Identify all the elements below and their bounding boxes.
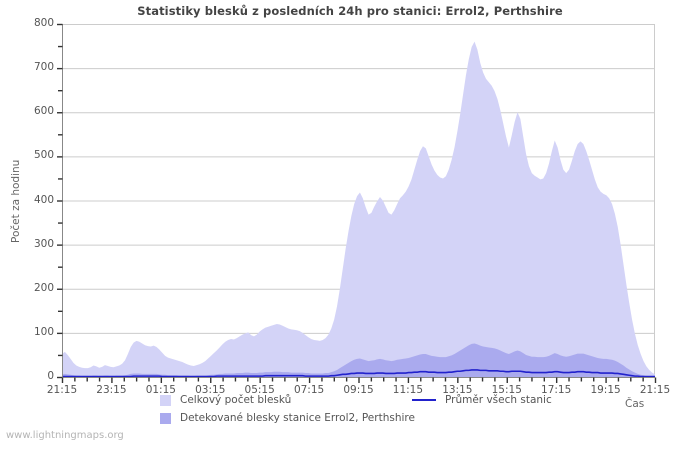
legend-swatch-total xyxy=(160,394,171,406)
x-tick-label: 09:15 xyxy=(343,384,374,396)
x-tick-label: 19:15 xyxy=(590,384,621,396)
x-tick-label: 01:15 xyxy=(145,384,176,396)
x-tick-label: 15:15 xyxy=(491,384,522,396)
legend-label-station: Detekované blesky stanice Errol2, Perths… xyxy=(180,412,415,424)
line-average-all-stations xyxy=(62,369,655,378)
legend-item-average[interactable]: Průměr všech stanic xyxy=(412,394,552,406)
x-tick-label: 07:15 xyxy=(293,384,325,396)
chart-title: Statistiky blesků z posledních 24h pro s… xyxy=(137,4,563,18)
legend-swatch-station xyxy=(160,412,171,424)
x-tick-label: 13:15 xyxy=(442,384,473,396)
y-tick-label: 500 xyxy=(33,149,54,162)
x-tick-label: 21:15 xyxy=(639,384,671,396)
y-tick-label: 700 xyxy=(33,61,54,74)
chart-legend: Celkový počet blesků Detekované blesky s… xyxy=(0,392,700,432)
legend-item-station[interactable]: Detekované blesky stanice Errol2, Perths… xyxy=(160,412,415,424)
y-tick-label: 600 xyxy=(33,105,54,118)
y-tick-label: 200 xyxy=(33,281,54,294)
y-tick-label: 300 xyxy=(33,237,54,250)
y-tick-label: 800 xyxy=(33,17,54,29)
area-total-strikes xyxy=(62,41,655,378)
x-tick-label: 21:15 xyxy=(46,384,78,396)
y-tick-label: 400 xyxy=(33,193,54,206)
watermark: www.lightningmaps.org xyxy=(6,430,124,441)
x-axis-label: Čas xyxy=(625,398,645,410)
x-tick-label: 11:15 xyxy=(392,384,424,396)
area-station-strikes xyxy=(62,343,655,377)
x-tick-label: 23:15 xyxy=(96,384,127,396)
legend-item-total[interactable]: Celkový počet blesků xyxy=(160,394,291,406)
legend-line-average xyxy=(412,399,436,401)
y-tick-label: 100 xyxy=(33,325,54,338)
legend-label-total: Celkový počet blesků xyxy=(180,394,292,406)
legend-label-average: Průměr všech stanic xyxy=(445,394,552,406)
y-tick-label: 0 xyxy=(47,370,54,382)
x-tick-label: 05:15 xyxy=(244,384,275,396)
x-tick-label: 17:15 xyxy=(541,384,572,396)
x-tick-label: 03:15 xyxy=(195,384,226,396)
